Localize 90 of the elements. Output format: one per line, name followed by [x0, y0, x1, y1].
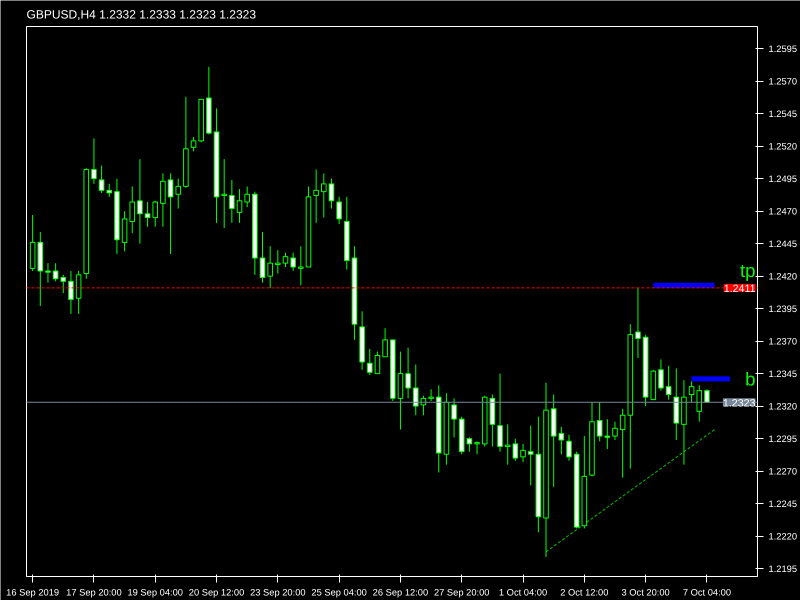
candlestick [129, 186, 136, 234]
candlestick [298, 246, 304, 286]
candlestick [244, 186, 250, 208]
candlestick [604, 418, 610, 450]
y-tick-label: 1.2295 [768, 434, 798, 444]
candlestick [267, 246, 273, 288]
candlestick [566, 434, 572, 462]
candlestick [512, 438, 518, 462]
candlestick [696, 384, 702, 422]
y-tick-label: 1.2270 [768, 466, 798, 477]
y-tick-label: 1.2520 [768, 142, 798, 152]
y-tick-label: 1.2320 [768, 402, 798, 412]
candlestick [91, 138, 97, 184]
candlestick [612, 421, 618, 440]
y-tick-label: 1.2495 [768, 174, 798, 184]
candlestick [666, 365, 672, 400]
candlestick [52, 262, 58, 282]
candlestick [168, 172, 174, 255]
candlestick [328, 178, 334, 210]
candlestick [466, 436, 472, 452]
x-tick-label: 20 Sep 12:00 [188, 588, 244, 598]
y-tick-label: 1.2570 [768, 76, 798, 87]
y-tick-label: 1.2595 [768, 44, 798, 54]
candlestick [658, 358, 664, 392]
candlestick [221, 158, 227, 229]
candlestick [152, 200, 158, 228]
candlestick [474, 440, 480, 455]
candlestick [68, 270, 74, 314]
candlestick [106, 183, 112, 198]
candlestick [137, 158, 143, 244]
y-tick-label: 1.2245 [768, 499, 798, 510]
candlestick [275, 250, 281, 274]
y-tick-label: 1.2395 [768, 304, 798, 314]
candlestick [596, 402, 602, 442]
candlestick [412, 364, 419, 416]
candlestick [60, 274, 66, 294]
candlestick [290, 252, 296, 272]
x-tick-label: 23 Sep 20:00 [250, 588, 306, 598]
candlestick [504, 424, 510, 466]
candlestick [260, 231, 266, 284]
chart-title: GBPUSD,H4 1.2332 1.2333 1.2323 1.2323 [26, 8, 256, 22]
x-tick-label: 17 Sep 20:00 [66, 588, 122, 598]
candlestick [405, 347, 411, 399]
y-tick-label: 1.2445 [768, 239, 798, 250]
candlestick [497, 373, 503, 452]
candlestick [366, 348, 373, 376]
ref-line-label: 1.2411 [724, 282, 756, 295]
candlestick [98, 165, 104, 194]
annotation: b [745, 368, 756, 390]
candlestick [144, 202, 150, 228]
candlestick [236, 188, 242, 224]
y-tick-label: 1.2370 [768, 336, 798, 347]
candlestick [688, 380, 694, 403]
x-tick-label: 3 Oct 20:00 [622, 588, 670, 598]
candlestick [451, 398, 457, 438]
candlestick [528, 425, 534, 486]
y-tick-label: 1.2345 [768, 369, 798, 380]
x-tick-label: 16 Sep 2019 [6, 588, 60, 598]
x-tick-label: 1 Oct 04:00 [498, 588, 548, 598]
candlestick [382, 328, 388, 358]
candlestick [336, 196, 342, 225]
candlestick [160, 172, 166, 228]
candlestick [704, 388, 710, 403]
y-tick-label: 1.2420 [768, 272, 798, 282]
candlestick [76, 270, 82, 314]
x-tick-label: 25 Sep 04:00 [311, 588, 367, 598]
x-tick-label: 7 Oct 04:00 [682, 588, 732, 598]
candlestick [282, 252, 288, 268]
candlestick [175, 178, 182, 210]
candlestick [620, 408, 626, 478]
candlestick [122, 210, 128, 252]
candlestick [190, 136, 196, 152]
x-tick-label: 2 Oct 12:00 [560, 588, 608, 598]
y-tick-label: 1.2470 [768, 206, 798, 217]
x-tick-label: 26 Sep 12:00 [372, 588, 428, 598]
candlestick [321, 172, 327, 218]
y-tick-label: 1.2545 [768, 109, 798, 120]
candlestick [45, 262, 51, 284]
candlestick [428, 388, 434, 402]
candlestick [520, 443, 526, 463]
x-tick-label: 27 Sep 20:00 [434, 588, 490, 598]
x-tick-label: 19 Sep 04:00 [127, 588, 183, 598]
annotation: tp [740, 260, 756, 281]
candlestick [313, 169, 319, 224]
y-tick-label: 1.2220 [768, 532, 798, 542]
candlestick [635, 287, 641, 359]
y-tick-label: 1.2195 [768, 564, 798, 574]
candlestick [558, 426, 564, 455]
candlestick [229, 179, 235, 224]
candlestick [374, 351, 380, 374]
